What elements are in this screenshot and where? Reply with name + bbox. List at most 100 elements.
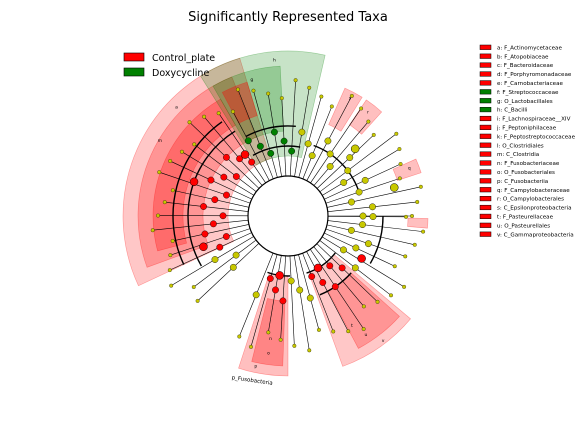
leaf-node-19 <box>235 87 240 92</box>
leaf-node-15 <box>293 78 298 83</box>
clade-letter-q: q <box>408 166 411 171</box>
leaf-branch-8 <box>316 134 374 189</box>
taxa-legend-swatch-c <box>479 62 492 68</box>
taxa-legend-label-i: i: F_Lachnospiraceae__XIV <box>497 117 571 123</box>
leaf-node-45 <box>331 329 336 334</box>
clade-node-40 <box>272 286 279 294</box>
clade-letter-n: n <box>269 337 272 342</box>
taxa-legend-swatch-q <box>479 187 492 193</box>
leaf-node-27 <box>157 170 162 175</box>
clade-sector-1 <box>122 57 271 287</box>
clade-node-49 <box>338 264 346 272</box>
clade-letter-u: u <box>364 333 367 338</box>
taxa-legend-swatch-p <box>479 178 492 184</box>
taxa-legend-label-d: d: F_Porphyromonadaceae <box>497 72 572 78</box>
taxa-legend-swatch-f <box>479 89 492 95</box>
root-ring <box>247 175 329 257</box>
leaf-node-35 <box>169 283 174 288</box>
clade-node-1 <box>359 212 367 220</box>
leaf-branch-20 <box>232 111 270 181</box>
clade-node-48 <box>326 262 334 270</box>
clade-node-5 <box>361 176 369 184</box>
clade-sector-3 <box>152 98 236 252</box>
clade-arc-9 <box>369 215 384 264</box>
leaf-node-20 <box>231 109 235 114</box>
leaf-node-37 <box>195 298 200 303</box>
leaf-node-8 <box>371 132 376 137</box>
taxa-legend-label-h: h: C_Bacilli <box>497 108 528 114</box>
leaf-node-33 <box>168 253 173 258</box>
leaf-node-18 <box>251 88 256 93</box>
leaf-node-17 <box>266 91 271 96</box>
taxa-legend-swatch-j <box>479 124 492 130</box>
clade-node-25 <box>220 173 228 181</box>
clade-letter-t: t <box>351 323 353 329</box>
taxa-legend-label-o: o: O_Fusobacteriales <box>497 170 555 176</box>
clade-node-21 <box>248 158 256 166</box>
leaf-node-10 <box>359 106 364 111</box>
clade-letter-h: h <box>273 58 276 64</box>
clade-node-47 <box>331 283 339 291</box>
clade-node-18 <box>267 149 275 157</box>
clade-node-13 <box>304 140 312 148</box>
taxa-legend-swatch-k <box>479 133 492 139</box>
leaf-node-38 <box>237 334 242 339</box>
leaf-node-31 <box>150 228 155 233</box>
taxa-legend-swatch-s <box>479 204 492 211</box>
leaf-node-55 <box>421 229 426 234</box>
clade-node-54 <box>347 227 355 234</box>
taxa-legend-swatch-d <box>479 71 492 77</box>
clade-node-32 <box>201 230 209 238</box>
taxa-legend-label-e: e: F_Carnobacteriaceae <box>497 81 564 87</box>
taxa-legend-label-l: l: O_Clostridiales <box>497 143 544 149</box>
clade-node-14 <box>298 128 306 136</box>
taxa-legend-label-n: n: F_Fusobacteriaceae <box>497 161 560 167</box>
clade-letter-o: o <box>267 352 270 357</box>
clade-node-37 <box>229 263 237 271</box>
clade-arc-6 <box>306 252 336 274</box>
leaf-node-36 <box>191 285 196 289</box>
leaf-branch-15 <box>289 80 296 177</box>
clade-node-36 <box>232 251 240 259</box>
taxa-legend-label-u: u: O_Pasteurellales <box>497 223 550 229</box>
taxa-legend-label-s: s: C_Epsilonproteobacteria <box>497 206 572 212</box>
leaf-branch-54 <box>326 224 415 246</box>
clade-arc-4 <box>245 125 296 138</box>
clade-node-2 <box>369 203 376 211</box>
phylum-node-7 <box>350 144 360 154</box>
leaf-branch-37 <box>197 243 260 302</box>
leaf-node-1 <box>410 214 414 218</box>
leaf-node-16 <box>279 96 284 101</box>
taxa-legend-swatch-g <box>479 98 492 104</box>
leaf-branch-28 <box>172 189 250 208</box>
leaf-branch-3 <box>327 186 421 208</box>
leaf-node-22 <box>202 114 207 119</box>
taxa-legend-swatch-l <box>479 142 492 148</box>
leaf-node-24 <box>192 142 197 147</box>
leaf-node-52 <box>392 264 397 269</box>
clade-sector-6 <box>221 81 258 124</box>
leaf-node-46 <box>346 329 351 334</box>
leaf-node-11 <box>349 93 354 98</box>
clade-letter-r: r <box>367 110 369 116</box>
leaf-branch-33 <box>170 228 251 256</box>
clade-node-42 <box>287 277 295 285</box>
legend-swatch-control-plate <box>123 52 145 62</box>
clade-node-31 <box>210 220 217 228</box>
clade-node-23 <box>223 153 230 161</box>
leaf-branch-10 <box>310 108 362 184</box>
leaf-node-13 <box>319 94 324 99</box>
taxa-legend-label-a: a: F_Actinomycetaceae <box>497 45 562 51</box>
leaf-node-56 <box>404 214 408 219</box>
clade-node-35 <box>211 256 219 263</box>
clade-letter-p: p <box>254 365 257 370</box>
leaf-node-40 <box>266 330 271 335</box>
clade-node-12 <box>308 152 316 160</box>
clade-letter-m: m <box>158 139 162 144</box>
clade-letter-a: a <box>175 105 178 110</box>
leaf-branch-27 <box>159 171 251 204</box>
taxa-legend-swatch-n <box>479 160 492 166</box>
clade-arc-3 <box>252 145 301 156</box>
taxa-legend-swatch-v <box>479 231 492 237</box>
clade-letter-g: g <box>250 78 253 83</box>
